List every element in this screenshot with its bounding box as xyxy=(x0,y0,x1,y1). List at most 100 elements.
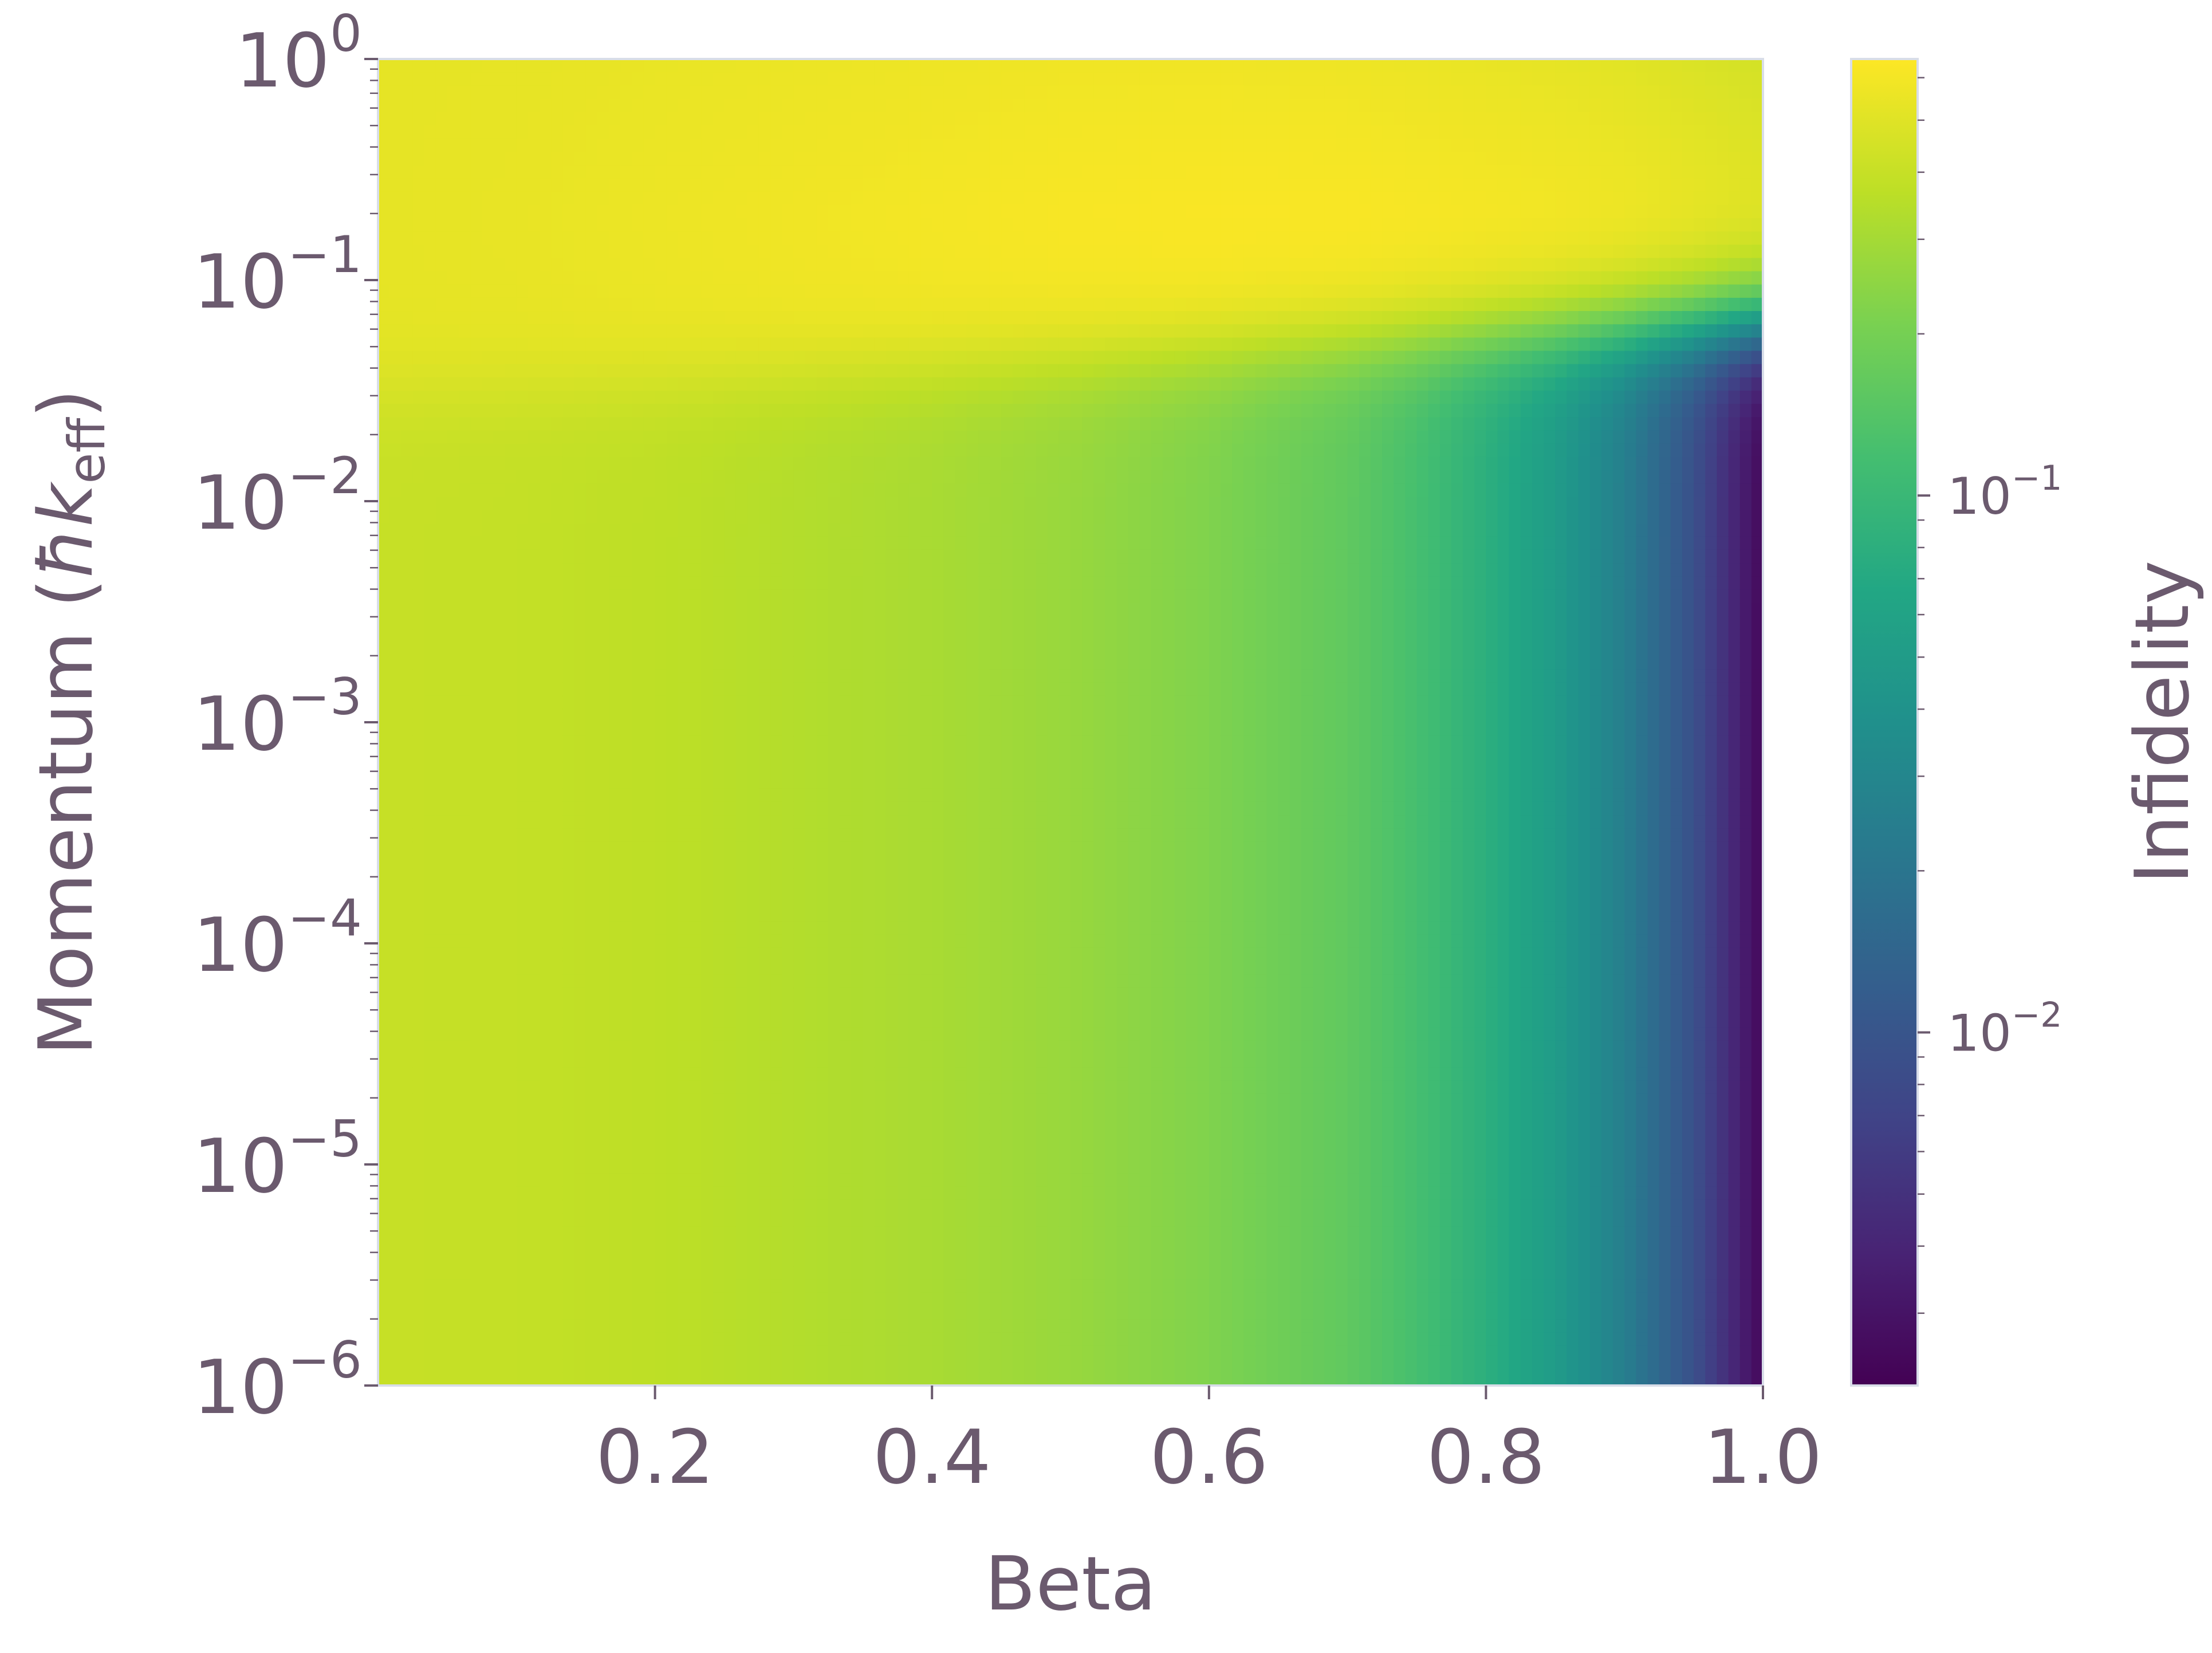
heatmap-cell xyxy=(782,775,794,789)
heatmap-cell xyxy=(724,364,737,378)
heatmap-cell xyxy=(874,801,887,816)
heatmap-cell xyxy=(378,749,391,763)
heatmap-cell xyxy=(885,377,898,391)
heatmap-cell xyxy=(516,1001,529,1015)
heatmap-cell xyxy=(632,152,644,166)
heatmap-cell xyxy=(666,1001,679,1015)
heatmap-cell xyxy=(920,828,933,843)
heatmap-cell xyxy=(609,245,621,259)
heatmap-cell xyxy=(932,563,944,577)
heatmap-cell xyxy=(805,152,817,166)
heatmap-cell xyxy=(378,72,391,86)
heatmap-cell xyxy=(885,1027,898,1041)
heatmap-cell xyxy=(932,1359,944,1373)
heatmap-cell xyxy=(758,430,771,444)
heatmap-cell xyxy=(620,603,633,617)
heatmap-cell xyxy=(585,1067,598,1081)
heatmap-cell xyxy=(447,735,459,750)
heatmap-cell xyxy=(551,125,564,139)
heatmap-cell xyxy=(678,868,690,882)
heatmap-cell xyxy=(678,204,690,219)
heatmap-cell xyxy=(690,1306,702,1320)
heatmap-cell xyxy=(701,1147,714,1161)
heatmap-cell xyxy=(747,1279,759,1293)
heatmap-cell xyxy=(516,762,529,776)
heatmap-cell xyxy=(528,377,540,391)
heatmap-cell xyxy=(747,483,759,498)
heatmap-cell xyxy=(585,351,598,365)
heatmap-cell xyxy=(713,735,725,750)
heatmap-cell xyxy=(770,629,783,643)
heatmap-cell xyxy=(782,430,794,444)
heatmap-cell xyxy=(701,284,714,298)
heatmap-cell xyxy=(493,1345,506,1360)
heatmap-cell xyxy=(505,1147,517,1161)
heatmap-cell xyxy=(562,1306,575,1320)
heatmap-cell xyxy=(885,351,898,365)
heatmap-cell xyxy=(793,85,806,100)
heatmap-cell xyxy=(412,709,425,723)
heatmap-cell xyxy=(920,497,933,511)
heatmap-cell xyxy=(735,1054,748,1068)
heatmap-cell xyxy=(828,775,840,789)
heatmap-cell xyxy=(528,934,540,948)
heatmap-cell xyxy=(874,417,887,431)
heatmap-cell xyxy=(516,483,529,498)
heatmap-cell xyxy=(713,391,725,405)
heatmap-cell xyxy=(897,775,910,789)
heatmap-cell xyxy=(851,351,864,365)
heatmap-cell xyxy=(597,868,609,882)
heatmap-cell xyxy=(551,1054,564,1068)
heatmap-cell xyxy=(493,788,506,802)
heatmap-cell xyxy=(493,497,506,511)
heatmap-cell xyxy=(851,1107,864,1121)
heatmap-cell xyxy=(908,709,921,723)
heatmap-cell xyxy=(713,112,725,126)
heatmap-cell xyxy=(828,351,840,365)
heatmap-cell xyxy=(897,603,910,617)
heatmap-cell xyxy=(770,788,783,802)
heatmap-cell xyxy=(459,112,471,126)
heatmap-cell xyxy=(562,629,575,643)
heatmap-cell xyxy=(770,1226,783,1241)
heatmap-cell xyxy=(516,801,529,816)
heatmap-cell xyxy=(482,1266,494,1280)
heatmap-cell xyxy=(447,1359,459,1373)
heatmap-cell xyxy=(412,1345,425,1360)
heatmap-cell xyxy=(389,987,402,1002)
heatmap-cell xyxy=(920,417,933,431)
heatmap-cell xyxy=(401,391,414,405)
heatmap-cell xyxy=(609,258,621,272)
heatmap-cell xyxy=(620,1147,633,1161)
heatmap-cell xyxy=(493,629,506,643)
heatmap-cell xyxy=(389,788,402,802)
heatmap-cell xyxy=(908,669,921,683)
heatmap-cell xyxy=(435,1319,448,1333)
heatmap-cell xyxy=(540,735,552,750)
heatmap-cell xyxy=(435,311,448,325)
heatmap-cell xyxy=(932,895,944,909)
heatmap-cell xyxy=(863,85,875,100)
heatmap-cell xyxy=(747,934,759,948)
heatmap-cell xyxy=(840,1266,852,1280)
heatmap-cell xyxy=(770,801,783,816)
heatmap-cell xyxy=(516,1213,529,1227)
heatmap-cell xyxy=(793,204,806,219)
heatmap-cell xyxy=(701,364,714,378)
heatmap-cell xyxy=(701,1160,714,1174)
heatmap-cell xyxy=(516,682,529,696)
heatmap-cell xyxy=(378,1332,391,1347)
heatmap-cell xyxy=(724,1107,737,1121)
heatmap-cell xyxy=(609,908,621,922)
heatmap-cell xyxy=(735,1279,748,1293)
heatmap-cell xyxy=(389,961,402,975)
heatmap-cell xyxy=(655,404,667,418)
heatmap-cell xyxy=(643,470,656,485)
heatmap-cell xyxy=(562,112,575,126)
heatmap-cell xyxy=(690,788,702,802)
heatmap-cell xyxy=(643,815,656,829)
heatmap-cell xyxy=(470,510,483,524)
heatmap-cell xyxy=(493,749,506,763)
heatmap-cell xyxy=(735,311,748,325)
heatmap-cell xyxy=(932,510,944,524)
